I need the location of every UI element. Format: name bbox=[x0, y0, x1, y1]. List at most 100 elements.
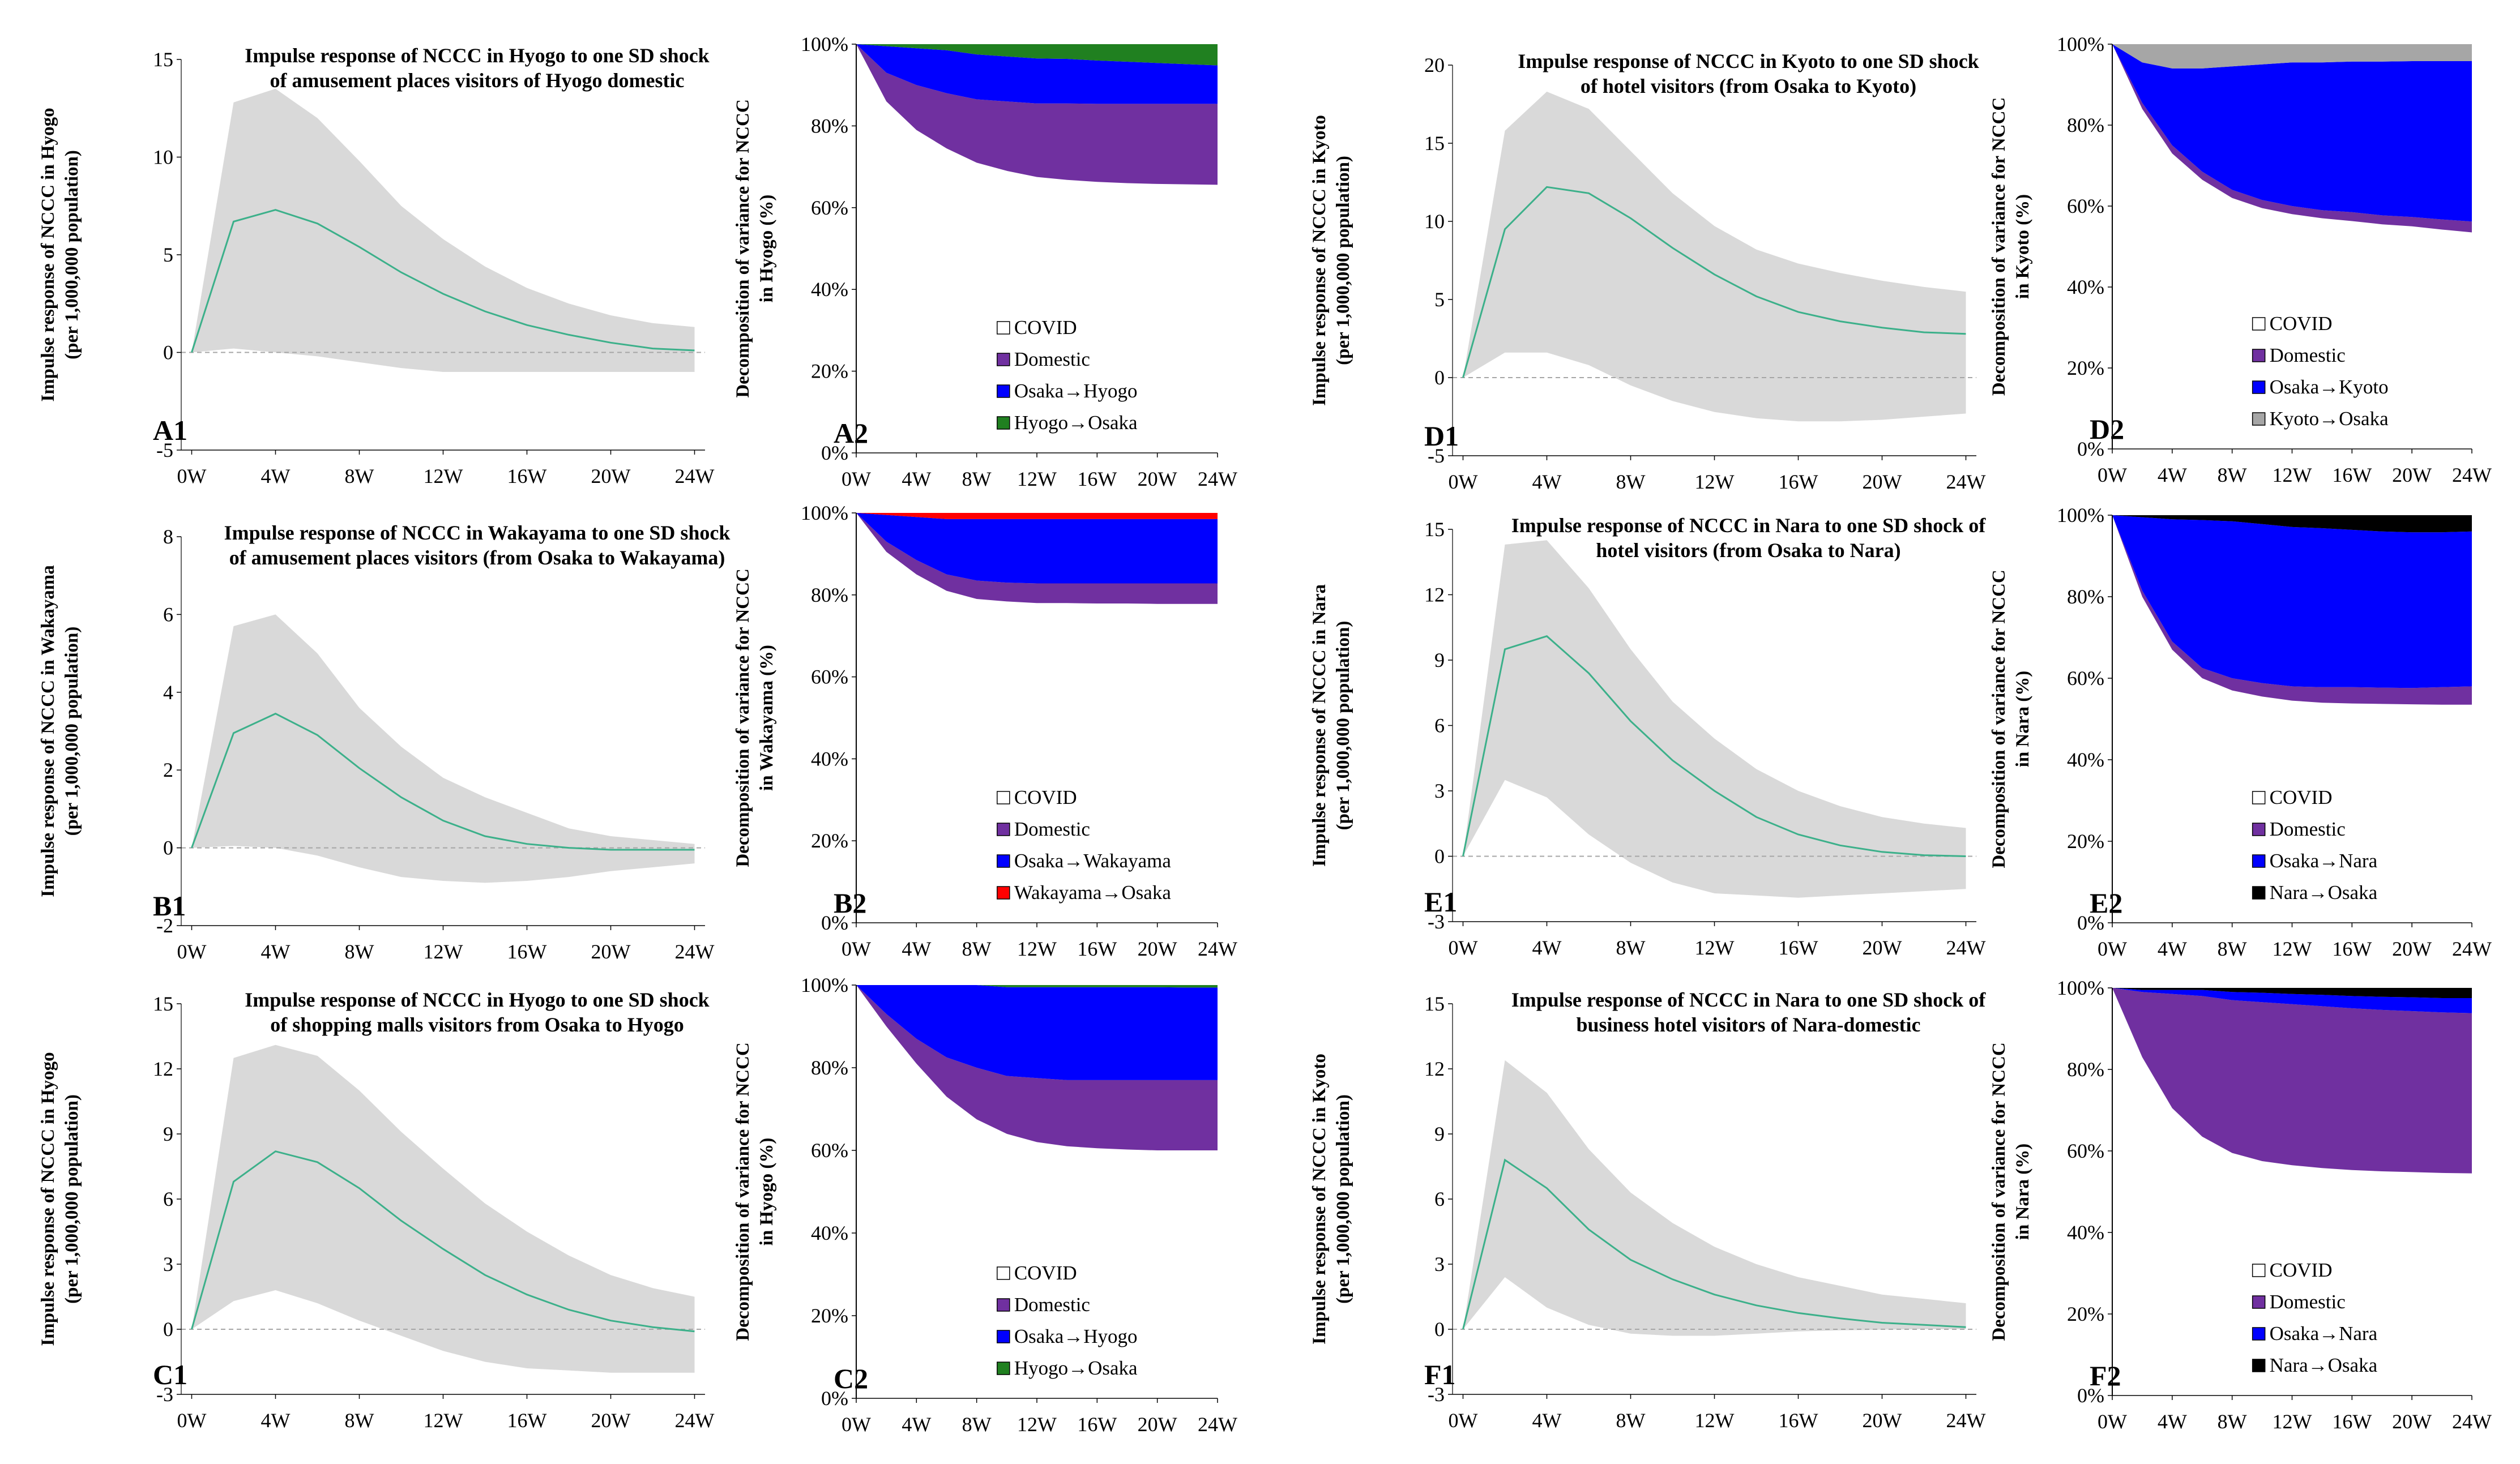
x-tick-label: 4W bbox=[1532, 470, 1562, 493]
panel-label: B1 bbox=[153, 890, 186, 922]
area-blue bbox=[2112, 44, 2472, 222]
area-blue bbox=[856, 44, 1218, 104]
x-tick-label: 8W bbox=[2218, 464, 2247, 486]
legend-entry: Domestic bbox=[1014, 348, 1090, 370]
y-tick-label: 100% bbox=[2057, 504, 2104, 526]
y-axis-label: in Hyogo (%) bbox=[757, 1138, 777, 1246]
panel-label: E1 bbox=[1424, 886, 1457, 918]
x-tick-label: 12W bbox=[2273, 464, 2312, 486]
x-tick-label: 4W bbox=[902, 938, 931, 960]
y-tick-label: 40% bbox=[811, 278, 848, 301]
area-blue bbox=[856, 513, 1218, 584]
y-tick-label: 20% bbox=[811, 1304, 848, 1327]
x-tick-label: 20W bbox=[2392, 464, 2432, 486]
legend-swatch bbox=[2252, 1359, 2266, 1372]
area-blue bbox=[2112, 515, 2472, 688]
area-domestic bbox=[2112, 988, 2472, 1174]
y-tick-label: 0% bbox=[821, 1387, 848, 1410]
y-tick-label: 10 bbox=[1424, 210, 1445, 233]
y-axis-label: Decomposition of variance for NCCC bbox=[733, 1042, 753, 1341]
panel-label: A1 bbox=[153, 414, 187, 446]
panel-label: C1 bbox=[153, 1359, 187, 1390]
panel-title: hotel visitors (from Osaka to Nara) bbox=[1596, 539, 1900, 562]
legend-entry: Nara→Osaka bbox=[2270, 881, 2378, 904]
y-tick-label: -3 bbox=[1428, 1383, 1445, 1406]
x-tick-label: 16W bbox=[1077, 938, 1117, 960]
legend-swatch bbox=[2252, 349, 2266, 362]
y-tick-label: 20% bbox=[811, 829, 848, 852]
legend-swatch bbox=[997, 791, 1010, 804]
y-axis-label: in Wakayama (%) bbox=[757, 645, 777, 791]
y-axis-label: (per 1,000,000 population) bbox=[1333, 1094, 1353, 1304]
y-tick-label: 0 bbox=[163, 837, 173, 859]
panel-label: F2 bbox=[2090, 1360, 2121, 1392]
legend-swatch bbox=[997, 886, 1010, 900]
y-tick-label: 60% bbox=[811, 196, 848, 219]
x-tick-label: 12W bbox=[424, 1409, 463, 1432]
y-tick-label: 0 bbox=[1434, 845, 1445, 868]
x-tick-label: 8W bbox=[962, 1413, 992, 1436]
panel-title: Impulse response of NCCC in Wakayama to … bbox=[224, 521, 731, 544]
legend-entry: Domestic bbox=[1014, 818, 1090, 840]
y-axis-label: (per 1,000,000 population) bbox=[62, 1094, 82, 1304]
x-tick-label: 24W bbox=[675, 465, 715, 487]
x-tick-label: 16W bbox=[507, 940, 547, 963]
y-tick-label: 60% bbox=[2067, 667, 2104, 690]
y-tick-label: 9 bbox=[163, 1123, 173, 1145]
y-axis-label: Impulse response of NCCC in Wakayama bbox=[38, 565, 58, 897]
y-tick-label: 0% bbox=[821, 442, 848, 464]
x-tick-label: 0W bbox=[177, 1409, 207, 1432]
x-tick-label: 0W bbox=[177, 940, 207, 963]
legend-swatch bbox=[2252, 854, 2266, 868]
area-green bbox=[856, 985, 1218, 988]
y-tick-label: 6 bbox=[163, 1188, 173, 1210]
x-tick-label: 8W bbox=[1616, 936, 1646, 959]
x-tick-label: 0W bbox=[2098, 464, 2127, 486]
x-tick-label: 16W bbox=[1779, 1409, 1818, 1432]
legend-swatch bbox=[2252, 1295, 2266, 1309]
y-tick-label: 5 bbox=[1434, 288, 1445, 311]
x-tick-label: 20W bbox=[1138, 468, 1177, 490]
x-tick-label: 12W bbox=[424, 940, 463, 963]
x-tick-label: 24W bbox=[1946, 470, 1986, 493]
x-tick-label: 24W bbox=[1198, 468, 1237, 490]
legend-entry: Nara→Osaka bbox=[2270, 1354, 2378, 1376]
x-tick-label: 0W bbox=[177, 465, 207, 487]
y-tick-label: 12 bbox=[153, 1058, 173, 1080]
x-tick-label: 24W bbox=[1198, 1413, 1237, 1436]
y-tick-label: 15 bbox=[153, 48, 173, 71]
legend-entry: Osaka→Kyoto bbox=[2270, 376, 2389, 398]
y-axis-label: Decomposition of variance for NCCC bbox=[1989, 1042, 2009, 1341]
legend-entry: Osaka→Wakayama bbox=[1014, 850, 1172, 872]
x-tick-label: 4W bbox=[1532, 1409, 1562, 1432]
response-line bbox=[1462, 635, 1966, 857]
x-tick-label: 20W bbox=[1863, 470, 1902, 493]
x-tick-label: 0W bbox=[842, 1413, 871, 1436]
legend-entry: Osaka→Nara bbox=[2270, 850, 2378, 872]
legend-entry: COVID bbox=[1014, 1262, 1077, 1284]
y-tick-label: 3 bbox=[1434, 780, 1445, 802]
y-tick-label: 10 bbox=[153, 146, 173, 169]
panel-a1: Impulse response of NCCC in Hyogo to one… bbox=[38, 44, 715, 487]
x-tick-label: 20W bbox=[591, 1409, 631, 1432]
area-covid bbox=[2112, 988, 2472, 1395]
x-tick-label: 24W bbox=[1198, 938, 1237, 960]
x-tick-label: 8W bbox=[1616, 1409, 1646, 1432]
panel-title: Impulse response of NCCC in Nara to one … bbox=[1511, 514, 1986, 537]
x-tick-label: 0W bbox=[1449, 470, 1478, 493]
x-tick-label: 16W bbox=[1779, 470, 1818, 493]
x-tick-label: 16W bbox=[2332, 938, 2372, 960]
y-tick-label: 0 bbox=[163, 1318, 173, 1341]
legend-swatch bbox=[997, 416, 1010, 430]
legend-swatch bbox=[997, 854, 1010, 868]
y-tick-label: 40% bbox=[2067, 276, 2104, 298]
panel-label: C2 bbox=[834, 1363, 868, 1394]
legend-entry: COVID bbox=[1014, 316, 1077, 339]
x-tick-label: 0W bbox=[2098, 1410, 2127, 1433]
y-tick-label: 0% bbox=[2077, 1384, 2104, 1407]
x-tick-label: 4W bbox=[261, 465, 291, 487]
y-tick-label: 80% bbox=[811, 114, 848, 137]
legend-entry: COVID bbox=[2270, 313, 2333, 335]
x-tick-label: 20W bbox=[1138, 938, 1177, 960]
area-gray bbox=[2112, 44, 2472, 69]
